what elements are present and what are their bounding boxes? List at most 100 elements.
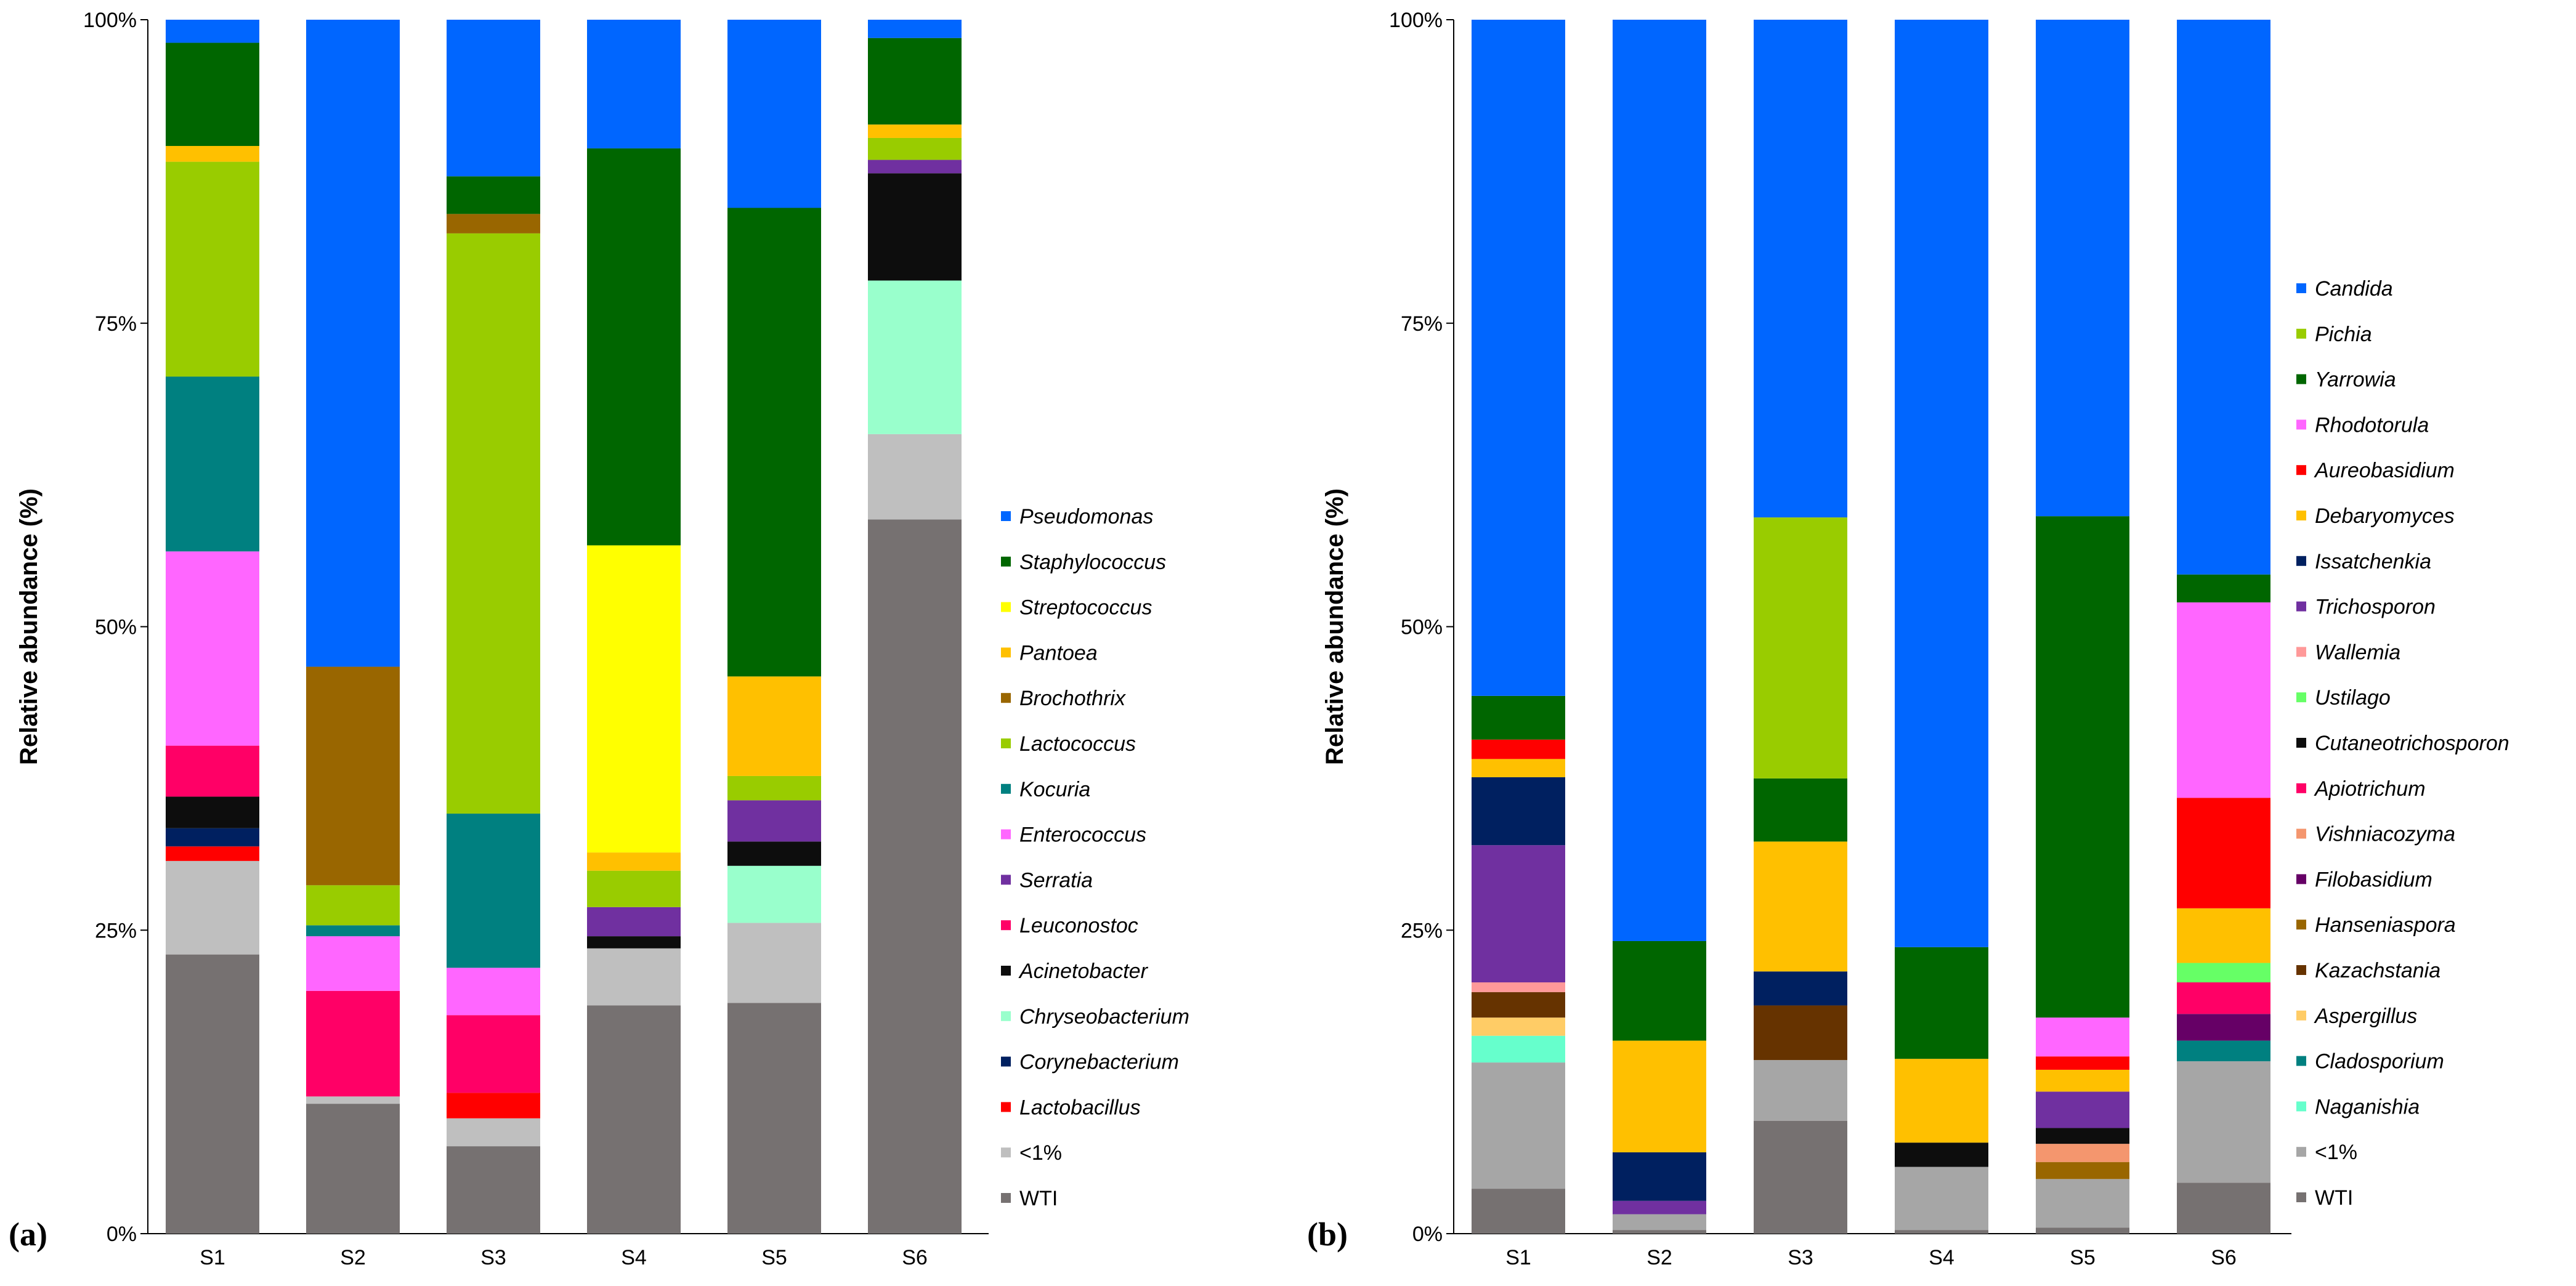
b-legend-swatch [2296,1147,2306,1157]
b-legend-item-yarrowia: Yarrowia [2296,368,2396,392]
a-legend-label: Acinetobacter [1018,960,1149,983]
a-bar-segment-s2-pseudomonas [306,20,400,667]
b-legend-label: WTI [2315,1186,2353,1210]
a-bar-segment-s3-lactobacillus [447,1093,540,1118]
a-bar-segment-s2-kocuria [306,925,400,937]
b-bar-segment-s3-debaryomyces [1754,841,1847,972]
b-legend-item-debaryomyces: Debaryomyces [2296,504,2455,528]
a-bar-segment-s4-pantoea [587,852,681,871]
b-legend-label: Aureobasidium [2314,459,2455,482]
a-y-tick-label: 75% [95,312,137,336]
b-legend-swatch [2296,374,2306,384]
a-bar-segment-s3-lactococcus [447,233,540,814]
a-legend-item-kocuria: Kocuria [1001,778,1090,801]
a-legend-label: Enterococcus [1019,823,1146,847]
b-legend-swatch [2296,283,2306,293]
b-legend-label: Kazachstania [2315,959,2440,982]
b-legend-item-cutaneotrichosporon: Cutaneotrichosporon [2296,732,2509,755]
a-bar-segment-s6-serratia [868,160,962,174]
a-bar-segment-s4-acinetobacter [587,936,681,948]
a-y-tick-label: 25% [95,919,137,942]
b-bar-segment-s5-wti [2036,1227,2129,1234]
b-legend-item-pichia: Pichia [2296,323,2372,346]
a-bar-segment-s6-chryseobacterium [868,280,962,434]
b-y-tick-label: 25% [1401,919,1443,942]
b-legend-swatch [2296,1010,2306,1021]
a-legend-label: Streptococcus [1019,596,1152,620]
b-legend-label: Debaryomyces [2315,504,2455,528]
b-bar-segment-s2-candida [1613,20,1706,941]
a-bar-segment-s6-pseudomonas [868,20,962,38]
b-legend-swatch [2296,783,2306,793]
a-bar-segment-s4-lt1 [587,948,681,1006]
a-legend-item-pseudomonas: Pseudomonas [1001,505,1153,528]
a-legend-item-leuconostoc: Leuconostoc [1001,914,1138,937]
a-bar-segment-s6-wti [868,519,962,1234]
b-bar-segment-s1-yarrowia [1472,695,1565,740]
b-legend-label: Naganishia [2315,1095,2420,1118]
a-bar-segment-s1-lactococcus [166,161,259,377]
a-bar-segment-s1-pantoea [166,145,259,162]
b-bar-segment-s3-yarrowia [1754,778,1847,842]
b-legend-label: Filobasidium [2315,868,2432,891]
b-panel-label: (b) [1307,1216,1348,1253]
a-bar-segment-s5-pseudomonas [727,20,821,208]
b-bar-segment-s5-rhodotorula [2036,1017,2129,1057]
a-bar-segment-s2-lt1 [306,1096,400,1104]
a-legend-swatch [1001,602,1011,612]
a-x-tick-label-s3: S3 [480,1246,506,1269]
b-legend-swatch [2296,511,2306,520]
a-legend-item-staphylococcus: Staphylococcus [1001,551,1166,574]
a-legend-label: Staphylococcus [1019,551,1166,574]
b-legend-swatch [2296,828,2306,839]
a-y-axis-title: Relative abundance (%) [15,488,43,765]
b-x-tick-label-s4: S4 [1929,1246,1954,1269]
b-bar-segment-s3-wti [1754,1120,1847,1234]
a-bar-segment-s2-lactococcus [306,885,400,926]
b-bar-segment-s1-lt1 [1472,1062,1565,1189]
b-bar-segment-s5-yarrowia [2036,516,2129,1018]
b-legend-item-issatchenkia: Issatchenkia [2296,550,2431,573]
b-bar-segment-s5-candida [2036,20,2129,517]
b-bar-segment-s5-hanseniaspora [2036,1162,2129,1179]
a-bar-segment-s6-pantoea [868,124,962,138]
a-x-tick-label-s2: S2 [340,1246,366,1269]
b-bar-segment-s2-wti [1613,1230,1706,1234]
b-bar-segment-s1-issatchenkia [1472,777,1565,846]
b-legend-label: Cutaneotrichosporon [2315,732,2509,755]
a-bar-segment-s5-lt1 [727,923,821,1003]
a-legend-label: Serratia [1019,868,1093,892]
a-bar-segment-s3-enterococcus [447,968,540,1016]
b-bar-segment-s4-wti [1895,1230,1988,1234]
b-legend-item-cladosporium: Cladosporium [2296,1050,2444,1074]
b-legend-swatch [2296,1192,2306,1202]
b-legend-swatch [2296,692,2306,703]
b-bar-segment-s4-debaryomyces [1895,1059,1988,1143]
a-bar-segment-s3-wti [447,1146,540,1234]
b-bar-segment-s1-wallemia [1472,982,1565,992]
a-legend-item-lactobacillus: Lactobacillus [1001,1096,1141,1119]
b-legend-swatch [2296,738,2306,748]
b-legend-swatch [2296,874,2306,884]
b-legend-item-trichosporon: Trichosporon [2296,596,2436,619]
a-bar-segment-s1-wti [166,954,259,1234]
a-legend-item-corynebacterium: Corynebacterium [1001,1051,1179,1074]
a-bar-segment-s5-chryseobacterium [727,865,821,923]
b-legend-label: Vishniacozyma [2315,823,2455,846]
a-bar-segment-s1-staphylococcus [166,42,259,146]
a-bar-segment-s2-enterococcus [306,936,400,991]
a-legend-swatch [1001,875,1011,885]
a-bar-segment-s1-acinetobacter [166,796,259,828]
a-legend-item-pantoea: Pantoea [1001,641,1098,665]
a-y-tick-label: 0% [107,1223,137,1246]
a-bar-segment-s1-lactobacillus [166,846,259,861]
b-legend-swatch [2296,601,2306,612]
b-bar-segment-s1-trichosporon [1472,845,1565,983]
b-bar-segment-s1-kazachstania [1472,992,1565,1018]
b-bar-segment-s1-aspergillus [1472,1017,1565,1036]
a-legend-item-serratia: Serratia [1001,868,1093,892]
b-bar-segment-s6-cladosporium [2177,1040,2270,1062]
b-y-tick-label: 75% [1401,312,1443,336]
a-legend-label: Chryseobacterium [1019,1005,1189,1029]
